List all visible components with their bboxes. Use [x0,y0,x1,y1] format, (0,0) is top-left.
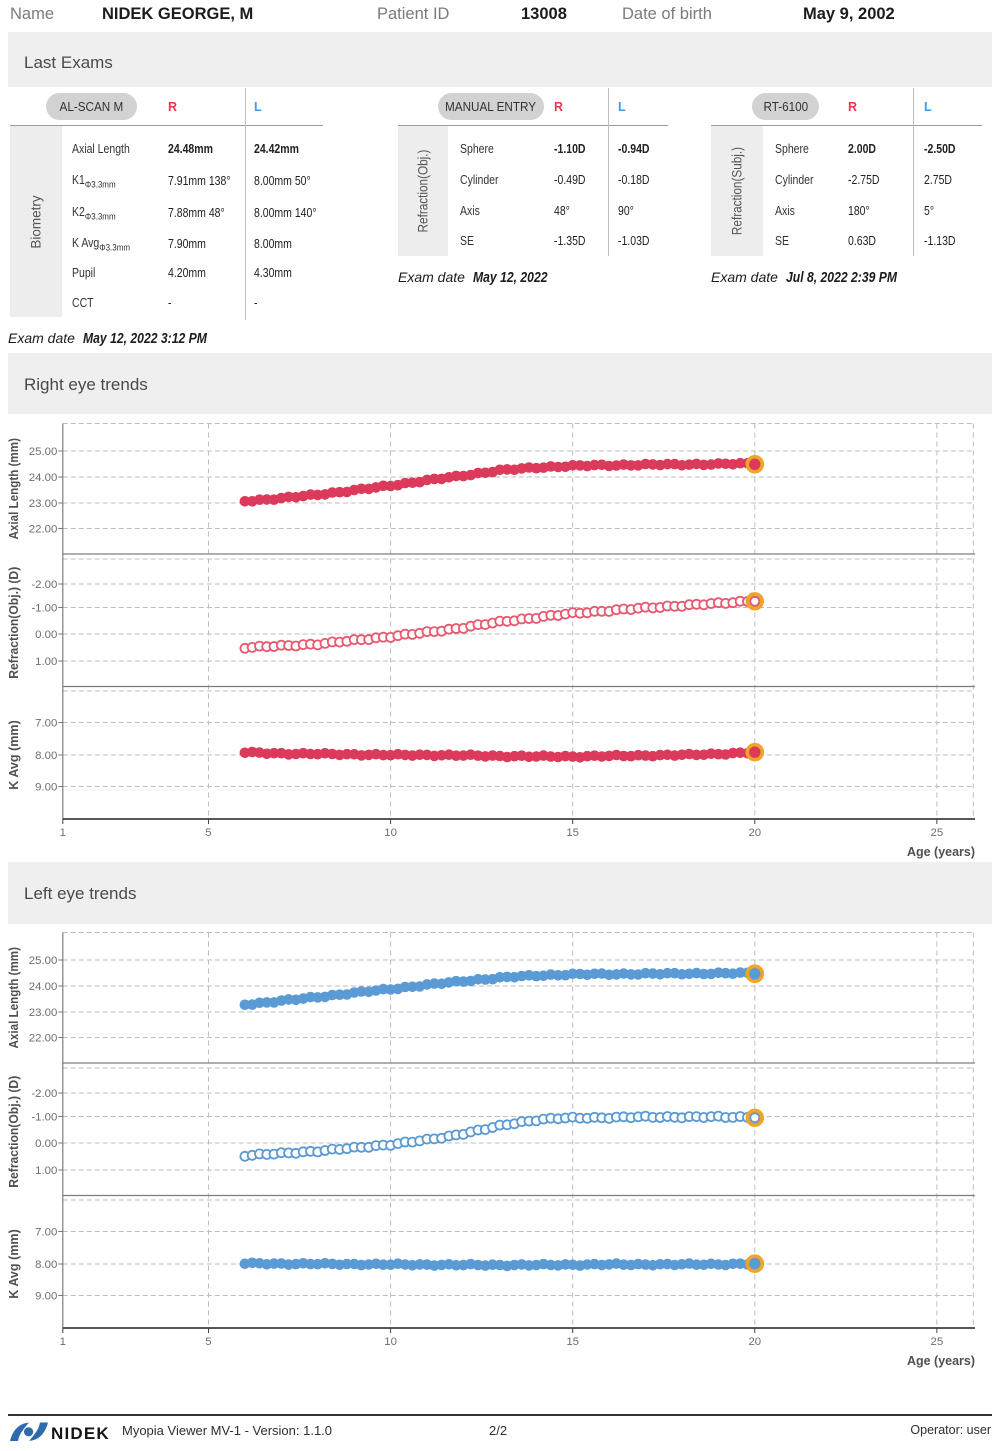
svg-text:0.00: 0.00 [35,1138,57,1150]
svg-text:20: 20 [748,1336,761,1348]
svg-text:5: 5 [205,827,211,839]
svg-text:24.00: 24.00 [29,472,58,484]
svg-text:Refraction(Obj.) (D): Refraction(Obj.) (D) [7,567,21,679]
svg-text:7.00: 7.00 [35,718,57,730]
svg-text:8.00: 8.00 [35,750,57,762]
svg-text:1: 1 [60,827,66,839]
svg-text:Age (years): Age (years) [907,845,975,859]
svg-text:-2.00: -2.00 [31,579,57,591]
svg-text:9.00: 9.00 [35,782,57,794]
svg-text:23.00: 23.00 [29,1007,58,1019]
svg-text:25.00: 25.00 [29,446,58,458]
svg-text:10: 10 [384,1336,397,1348]
svg-text:5: 5 [205,1336,211,1348]
svg-text:7.00: 7.00 [35,1227,57,1239]
svg-text:-1.00: -1.00 [31,1112,57,1124]
svg-text:15: 15 [566,1336,579,1348]
svg-text:9.00: 9.00 [35,1291,57,1303]
svg-text:-2.00: -2.00 [31,1088,57,1100]
svg-text:15: 15 [566,827,579,839]
svg-text:25: 25 [931,1336,944,1348]
svg-text:8.00: 8.00 [35,1259,57,1271]
svg-text:20: 20 [748,827,761,839]
svg-text:Age (years): Age (years) [907,1354,975,1368]
svg-text:24.00: 24.00 [29,981,58,993]
svg-text:Axial Length (mm): Axial Length (mm) [7,947,21,1049]
svg-text:Refraction(Obj.) (D): Refraction(Obj.) (D) [7,1076,21,1188]
svg-text:22.00: 22.00 [29,1033,58,1045]
svg-text:25: 25 [931,827,944,839]
svg-text:0.00: 0.00 [35,629,57,641]
svg-text:Axial Length (mm): Axial Length (mm) [7,438,21,540]
svg-text:10: 10 [384,827,397,839]
svg-text:23.00: 23.00 [29,498,58,510]
svg-text:-1.00: -1.00 [31,603,57,615]
svg-text:22.00: 22.00 [29,524,58,536]
svg-text:1.00: 1.00 [35,656,57,668]
svg-text:25.00: 25.00 [29,955,58,967]
svg-text:K Avg (mm): K Avg (mm) [7,1229,21,1299]
svg-text:K Avg (mm): K Avg (mm) [7,720,21,790]
svg-text:1.00: 1.00 [35,1165,57,1177]
svg-text:1: 1 [60,1336,66,1348]
